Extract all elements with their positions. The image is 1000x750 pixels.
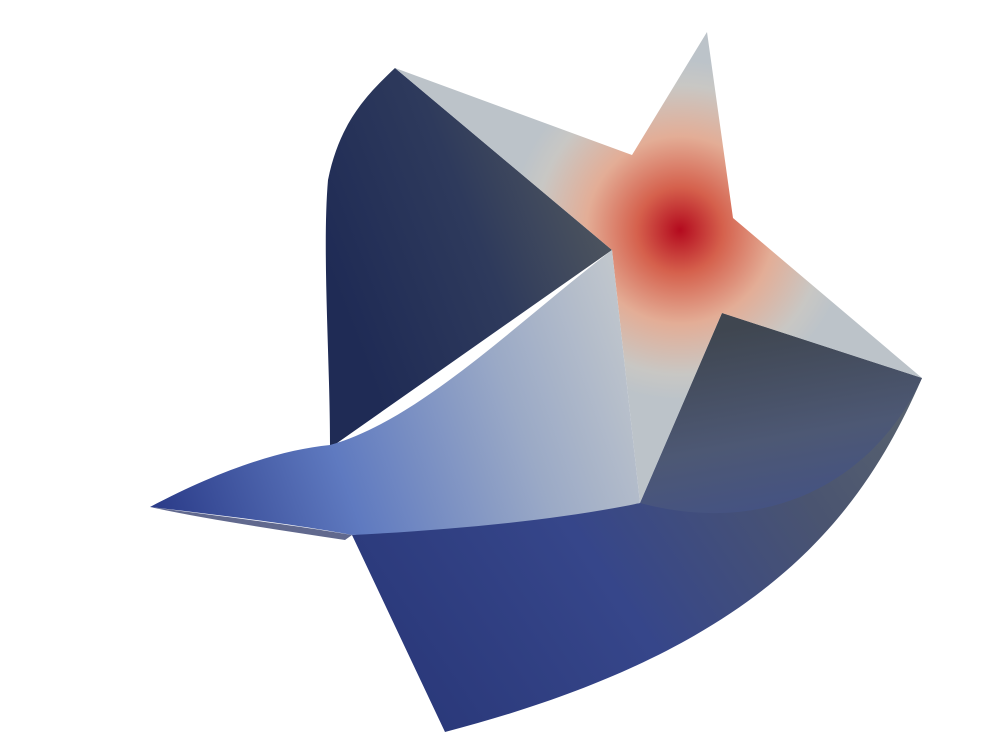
surface-front-face [150, 250, 640, 535]
surface-star-peak [395, 32, 922, 503]
surface-right-wedge [640, 313, 922, 514]
surface-front-edge [150, 507, 352, 540]
surface-back-face [320, 68, 612, 455]
